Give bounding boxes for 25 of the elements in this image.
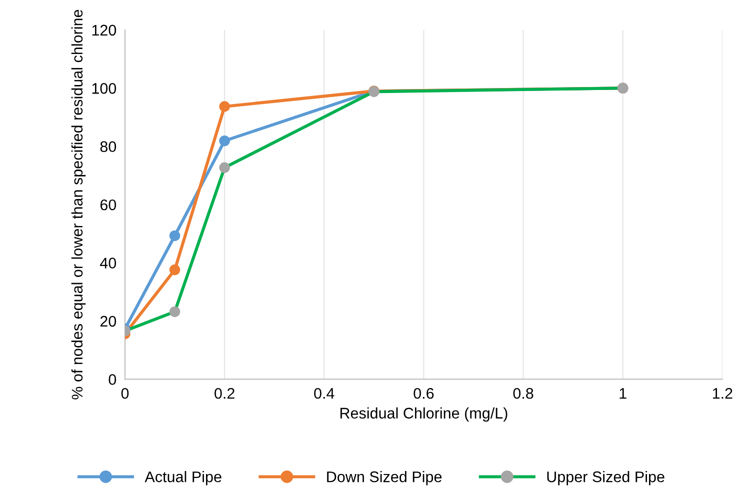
y-tick-label: 60 [100,199,116,210]
y-tick-label: 0 [108,374,116,385]
point [219,101,230,112]
legend-label: Upper Sized Pipe [547,471,664,486]
x-tick-label: 0.6 [414,388,434,399]
x-tick-label: 1 [620,388,626,399]
point [169,230,180,242]
y-tick-label: 100 [92,83,116,94]
point [219,162,230,173]
x-tick-label: 0.4 [314,388,334,399]
x-tick-label: 0.8 [513,388,534,399]
y-tick-label: 20 [100,316,116,327]
y-tick-label: 120 [92,24,116,36]
y-axis-title: % of nodes equal or lower than specified residual chlorine [71,10,86,400]
legend-label: Actual Pipe [144,471,222,486]
x-axis-title: Residual Chlorine (mg/L) [340,407,508,422]
legend-label: Down Sized Pipe [327,471,442,486]
point [169,264,180,276]
x-tick-label: 0.2 [214,388,234,399]
x-tick-label: 0 [121,388,129,399]
x-tick-label: 1.2 [712,388,732,399]
y-tick-label: 40 [100,258,116,268]
point [219,135,230,146]
y-tick-label: 80 [100,141,116,152]
point [169,306,180,318]
